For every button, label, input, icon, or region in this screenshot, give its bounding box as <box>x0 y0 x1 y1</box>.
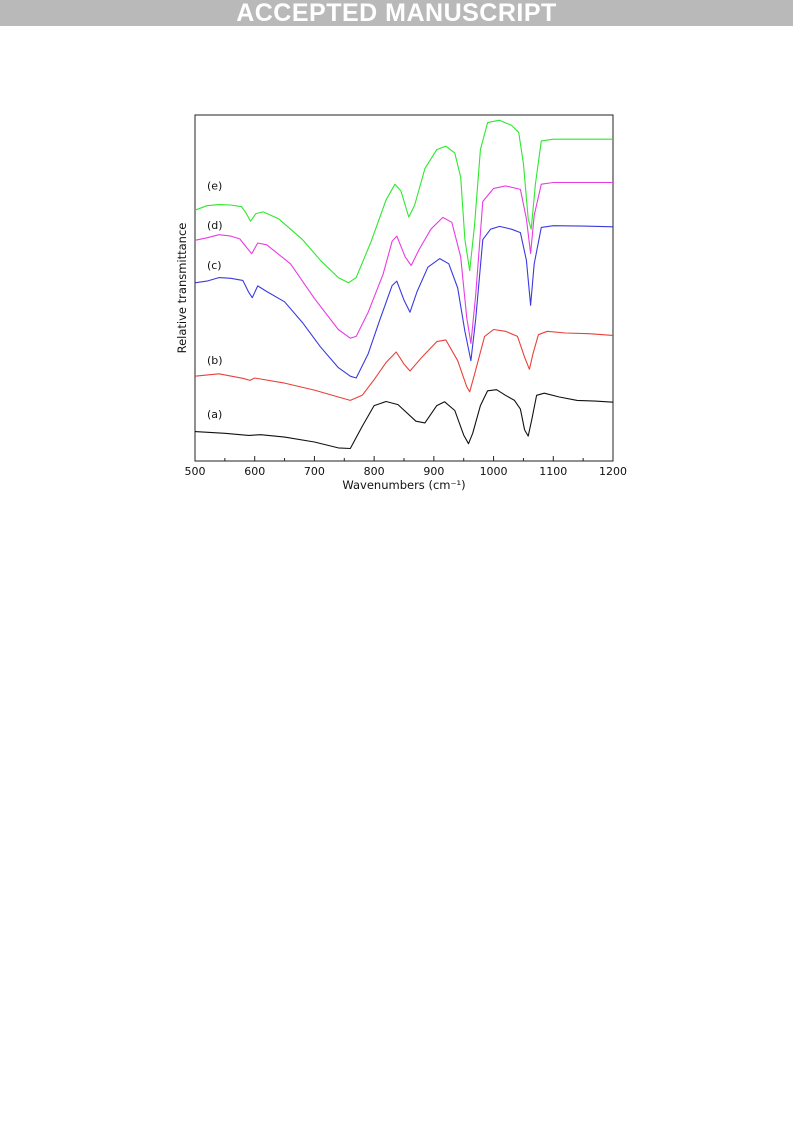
plot-frame <box>194 114 614 462</box>
curve-label-d: (d) <box>207 219 223 232</box>
chart-root: 500 600 700 800 900 1000 1100 1200 Wavenumbers (… <box>175 114 627 492</box>
x-tick-label-600: 600 <box>244 465 265 478</box>
x-tick-label-900: 900 <box>423 465 444 478</box>
x-tick-label-800: 800 <box>364 465 385 478</box>
y-axis-label: Relative transmittance <box>175 223 189 354</box>
x-tick-label-700: 700 <box>304 465 325 478</box>
x-tick-label-500: 500 <box>185 465 206 478</box>
series-line-b <box>194 328 614 401</box>
x-axis-label: Wavenumbers (cm⁻¹) <box>342 478 465 492</box>
series-line-e <box>194 119 613 284</box>
series-line-c <box>194 225 614 379</box>
series-line-d <box>194 181 613 344</box>
curve-label-c: (c) <box>207 259 222 272</box>
banner-text: ACCEPTED MANUSCRIPT <box>236 0 557 27</box>
x-tick-label-1200: 1200 <box>599 465 627 478</box>
series-line-a <box>194 389 614 450</box>
curve-label-a: (a) <box>207 408 222 421</box>
curve-label-b: (b) <box>207 354 223 367</box>
curve-label-e: (e) <box>207 179 222 192</box>
x-tick-label-1000: 1000 <box>480 465 508 478</box>
x-tick-label-1100: 1100 <box>539 465 567 478</box>
accepted-manuscript-banner: ACCEPTED MANUSCRIPT <box>0 0 793 26</box>
